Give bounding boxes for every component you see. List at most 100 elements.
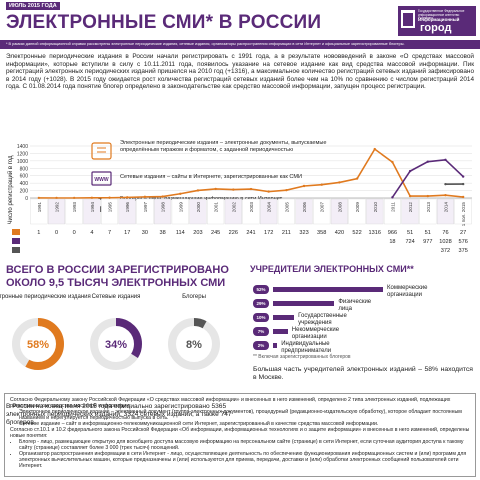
x-tick-cell [65,198,83,225]
x-tick-label: 2011 [390,202,395,212]
x-tick-cell [401,198,419,225]
document-icon [91,142,112,160]
y-tick-label: 600 [20,174,29,180]
series-point [426,194,429,198]
law-paragraph: Согласно Федеральному закону Российской … [10,397,451,409]
donut-value: 58% [27,339,49,351]
series-point [267,190,270,193]
founder-bar [273,329,288,334]
x-tick-label: 2002 [231,202,236,213]
date-badge: ИЮЛЬ 2015 ГОДА [6,2,60,10]
series-point [408,169,412,173]
founder-bar [273,315,295,320]
series-point [320,183,323,186]
totals-text: В России на конец июня 2015 года официал… [6,403,232,426]
y-tick-label: 800 [20,166,29,172]
series-point [391,196,394,199]
founder-pct-badge: 29% [253,299,269,308]
x-tick-cell [295,198,313,225]
x-tick-cell [419,198,437,225]
x-tick-cell [224,198,242,225]
x-tick-label: 2012 [408,202,413,213]
x-tick-cell [136,198,154,225]
totals-heading: ВСЕГО В РОССИИ ЗАРЕГИСТРИРОВАНО ОКОЛО 9,… [6,264,229,289]
legend-periodic: Электронные периодические издания – элек… [120,140,327,153]
table-cell: 1316 [369,230,381,236]
y-axis-label: Число регистраций в год [7,155,14,224]
x-tick-label: 2003 [249,202,254,213]
table-cell: 226 [229,230,238,236]
table-cell: 38 [159,230,165,236]
x-tick-cell [207,198,225,225]
founder-label: Государственные учреждения [298,313,347,326]
table-cell: 76 [442,230,448,236]
table-cell: 51 [407,230,413,236]
x-tick-label: 2014 [443,202,448,213]
x-tick-cell [118,198,136,225]
donut-arc [12,318,64,370]
series-point [461,182,465,186]
series-point [461,195,465,199]
table-cell: 966 [388,230,397,236]
x-tick-cell [313,198,331,225]
law-paragraph: Согласно ст.10.1 и 10.2 федерального зак… [10,427,470,439]
x-tick-label: 1995 [108,202,113,213]
table-cell: 172 [264,230,273,236]
x-tick-label: 1991 [37,202,42,213]
x-tick-cell [348,198,366,225]
table-cell: 375 [458,248,467,254]
table-cell: 358 [317,230,326,236]
series-point [90,196,94,200]
x-tick-label: 2001 [214,202,219,213]
table-cell: 30 [142,230,148,236]
series-point [461,175,465,178]
x-tick-label: 2010 [373,202,378,213]
x-tick-cell [83,198,101,225]
founder-label: Коммерческие организации [387,285,428,298]
table-cell: 17 [124,230,130,236]
x-tick-label: 2006 [302,202,307,213]
x-tick-cell [436,198,454,225]
series-point [302,184,306,188]
table-cell: 1028 [439,239,451,245]
founder-label: Физические лица [338,299,372,312]
x-tick-cell [101,198,119,225]
table-cell: 51 [425,230,431,236]
y-tick-label: 1000 [17,159,28,165]
x-tick-label: 1 пол. 2015 [461,202,466,227]
law-item: Организатор распространения информации в… [19,451,470,469]
x-tick-label: 1999 [178,202,183,213]
donut-label: Сетевые издания [92,294,141,300]
series-point [108,196,111,199]
x-tick-cell [260,198,278,225]
donut-label: Электронные периодические издания [0,294,91,300]
book-icon [401,10,415,28]
table-cell: 114 [176,230,185,236]
founder-label: Индивидуальные предприниматели [281,341,332,354]
founder-bar [273,301,335,306]
logo-small-text: Государственное Федеральное информационн… [418,9,465,21]
table-cell: 211 [282,230,291,236]
table-cell: 18 [389,239,395,245]
x-tick-cell [454,198,472,225]
table-cell: 241 [246,230,255,236]
table-cell: 420 [335,230,344,236]
y-tick-label: 0 [25,196,28,202]
founders-heading: УЧРЕДИТЕЛИ ЭЛЕКТРОННЫХ СМИ** [250,264,414,274]
x-tick-cell [154,198,172,225]
series-point [161,195,164,198]
series-point [355,177,359,180]
series-point [373,147,376,151]
series-point [73,196,76,200]
table-cell: 4 [90,230,93,236]
x-tick-label: 2013 [426,202,431,213]
x-tick-label: 2005 [284,202,289,213]
table-cell: 27 [460,230,466,236]
y-tick-label: 1400 [17,144,28,150]
chart-series [37,147,465,200]
donut-arc [90,318,142,370]
table-row-icon [12,229,20,235]
founder-bar [273,343,278,348]
series-point [444,193,447,197]
